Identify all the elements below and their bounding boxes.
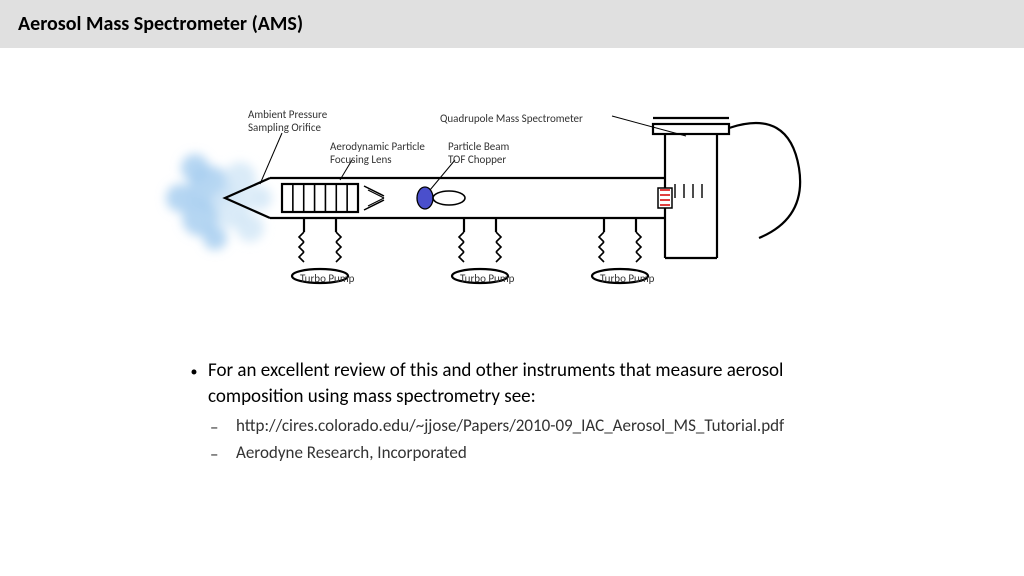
slide-header: Aerosol Mass Spectrometer (AMS): [0, 0, 1024, 48]
slide-title: Aerosol Mass Spectrometer (AMS): [18, 12, 1006, 36]
ams-diagram: Ambient Pressure Sampling Orifice Aerody…: [0, 68, 1024, 328]
bullet-main: • For an excellent review of this and ot…: [180, 358, 820, 409]
sub-bullet-url: – http://cires.colorado.edu/~jjose/Paper…: [210, 415, 820, 438]
bullet-marker-icon: •: [180, 358, 208, 409]
label-ambient: Ambient Pressure Sampling Orifice: [248, 108, 327, 134]
label-pump-1: Turbo Pump: [300, 272, 354, 285]
label-chopper: Particle Beam TOF Chopper: [448, 140, 509, 166]
label-lens: Aerodynamic Particle Focusing Lens: [330, 140, 425, 166]
bullet-text: For an excellent review of this and othe…: [208, 358, 820, 409]
dash-marker-icon: –: [210, 415, 236, 438]
body-text: • For an excellent review of this and ot…: [180, 358, 820, 465]
sub-bullet-text: http://cires.colorado.edu/~jjose/Papers/…: [236, 415, 820, 438]
sub-bullet-company: – Aerodyne Research, Incorporated: [210, 442, 820, 465]
label-pump-3: Turbo Pump: [600, 272, 654, 285]
diagram-svg: [0, 68, 1024, 328]
sub-bullet-text: Aerodyne Research, Incorporated: [236, 442, 820, 465]
label-quadrupole: Quadrupole Mass Spectrometer: [440, 112, 583, 125]
dash-marker-icon: –: [210, 442, 236, 465]
label-pump-2: Turbo Pump: [460, 272, 514, 285]
